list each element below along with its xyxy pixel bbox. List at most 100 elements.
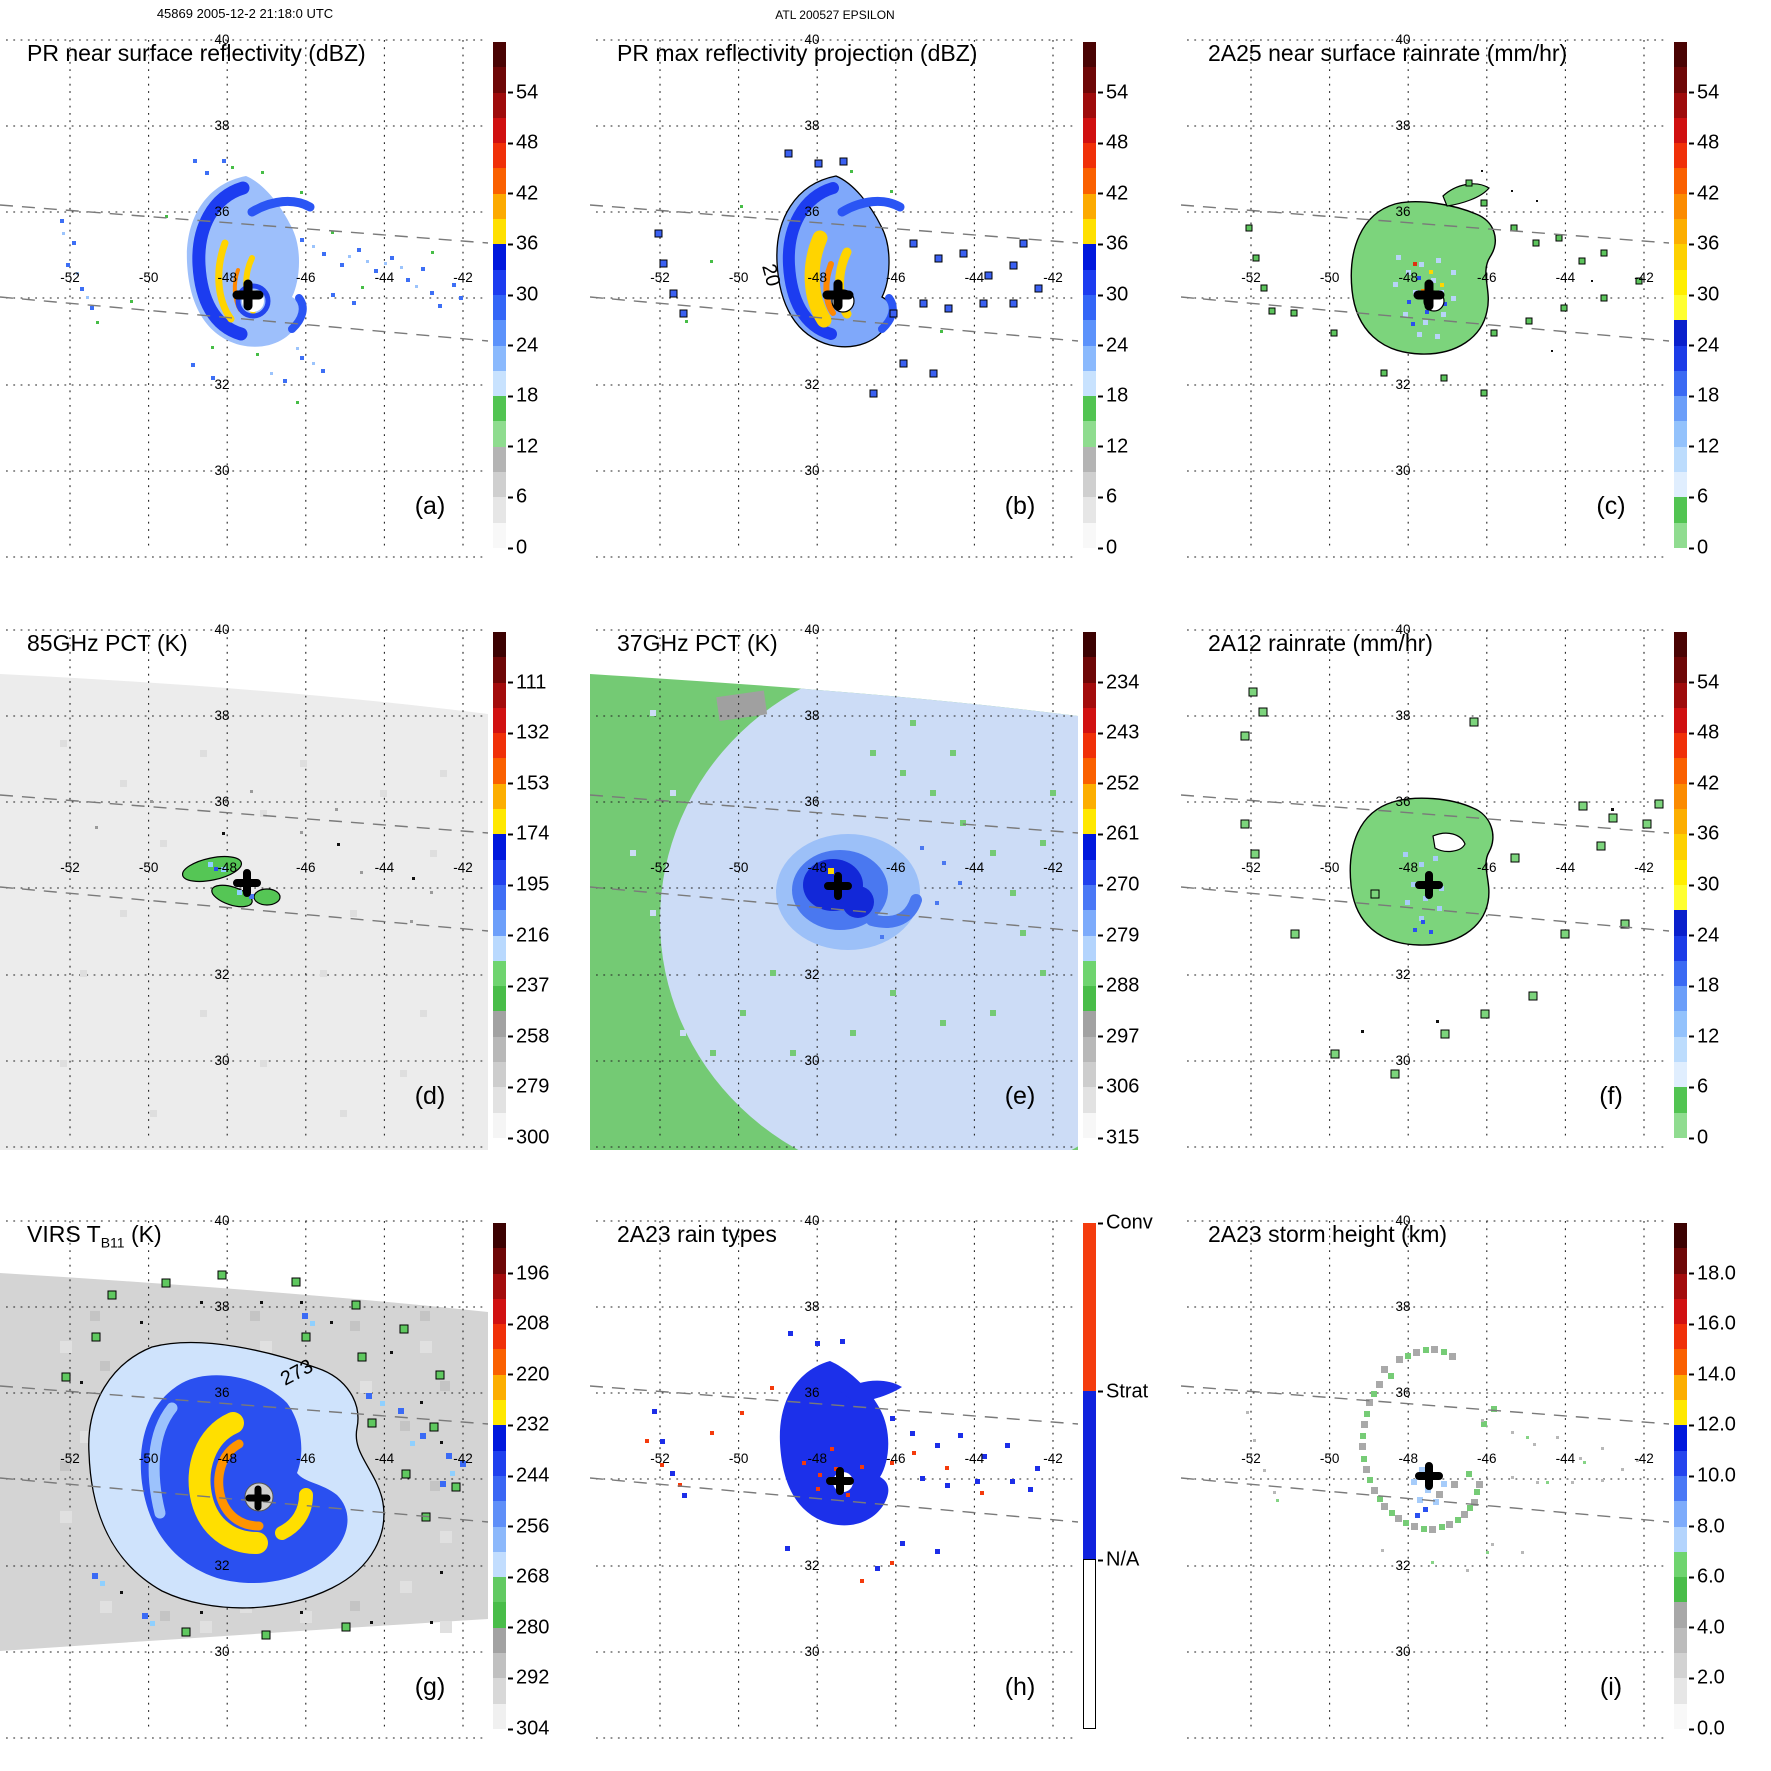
storm-pixel <box>150 1110 157 1117</box>
storm-pixel <box>150 800 153 803</box>
colorbar-segment <box>1674 269 1687 295</box>
colorbar-tick-label: 42 <box>1689 182 1719 205</box>
storm-pixel <box>1620 919 1630 929</box>
storm-pixel <box>300 831 303 834</box>
colorbar-segment <box>1083 1036 1096 1063</box>
storm-pixel <box>1591 280 1593 282</box>
storm-pixel <box>380 1401 385 1406</box>
panel-letter: (d) <box>414 1082 446 1110</box>
colorbar-segment <box>1674 1248 1687 1274</box>
colorbar-segment <box>493 92 506 118</box>
lon-label: -42 <box>453 270 473 285</box>
colorbar-segment <box>1083 859 1096 885</box>
lat-label: 38 <box>1395 708 1410 723</box>
lon-label: -44 <box>1556 860 1576 875</box>
storm-pixel <box>1361 1456 1367 1462</box>
colorbar-segment <box>1674 67 1687 93</box>
storm-pixel <box>160 840 167 847</box>
storm-pixel <box>401 1469 411 1479</box>
storm-pixel <box>930 790 936 796</box>
colorbar-tick-label: 54 <box>1098 81 1128 104</box>
colorbar-tick-label: 18 <box>1689 385 1719 408</box>
colorbar-segment <box>1674 1577 1687 1603</box>
storm-pixel <box>1443 302 1447 306</box>
lon-label: -48 <box>217 860 237 875</box>
colorbar-tick-label: 4.0 <box>1689 1616 1725 1639</box>
storm-pixel <box>312 245 315 248</box>
storm-pixel <box>1360 1433 1366 1439</box>
storm-pixel <box>66 263 70 267</box>
storm-pixel <box>200 1621 212 1633</box>
lat-label: 40 <box>804 32 819 47</box>
colorbar-segment <box>1083 193 1096 220</box>
storm-pixel <box>1491 1406 1497 1412</box>
lon-label: -52 <box>650 860 670 875</box>
colorbar-segment <box>1083 370 1096 397</box>
panel-letter: (i) <box>1599 1673 1623 1701</box>
storm-pixel <box>1419 262 1424 267</box>
storm-pixel <box>1273 1491 1276 1494</box>
panel-f: -52 -50 -48 -46 -44 -42 40 38 36 32 30 2A12 rainra… <box>1181 590 1771 1180</box>
colorbar-raintype <box>1083 1223 1096 1729</box>
lon-label: -52 <box>650 270 670 285</box>
colorbar-tick-label: 48 <box>1098 132 1128 155</box>
panel-title: 85GHz PCT (K) <box>27 630 188 656</box>
lat-label: 32 <box>214 1558 229 1573</box>
colorbar-segment <box>493 320 506 346</box>
storm-pixel <box>1020 930 1026 936</box>
storm-pixel <box>165 215 168 218</box>
lat-label: 40 <box>1395 622 1410 637</box>
storm-pixel <box>685 320 688 323</box>
panel-e: -52 -50 -48 -46 -44 -42 40 38 36 32 30 37GHz PCT (… <box>590 590 1180 1180</box>
storm-pixel <box>191 363 195 367</box>
storm-pixel <box>1423 1347 1429 1353</box>
storm-pixel <box>650 710 656 716</box>
storm-pixel <box>412 877 415 880</box>
storm-pixel <box>1363 1466 1370 1473</box>
colorbar-tick-label: 42 <box>1689 772 1719 795</box>
storm-pixel <box>130 300 133 303</box>
storm-pixel <box>1556 1436 1559 1439</box>
storm-pixel <box>217 1270 227 1280</box>
storm-pixel <box>880 935 884 939</box>
colorbar-segment <box>1674 193 1687 220</box>
storm-pixel <box>86 296 89 299</box>
storm-pixel <box>430 850 437 857</box>
colorbar-segment <box>1083 117 1096 144</box>
storm-pixel <box>330 1321 333 1324</box>
storm-pixel <box>360 1381 372 1393</box>
colorbar-segment <box>493 682 506 708</box>
colorbar-segment <box>493 1678 506 1704</box>
lat-label: 38 <box>804 708 819 723</box>
storm-pixel <box>1431 1346 1438 1353</box>
lon-label: -52 <box>650 1451 670 1466</box>
colorbar-tick-label: 153 <box>508 772 549 795</box>
storm-pixel <box>322 252 326 256</box>
colorbar-segment <box>1674 446 1687 473</box>
storm-pixel <box>420 1311 430 1321</box>
lon-label: -42 <box>453 860 473 875</box>
colorbar-segment <box>493 1551 506 1578</box>
storm-pixel <box>211 376 215 380</box>
storm-pixel <box>1642 819 1652 829</box>
colorbar-tick-label: 24 <box>1689 924 1719 947</box>
lon-label: -46 <box>296 1451 316 1466</box>
storm-pixel <box>205 171 209 175</box>
lat-label: 32 <box>1395 377 1410 392</box>
colorbar-segment <box>493 632 506 658</box>
storm-pixel <box>283 379 287 383</box>
panel-letter: (c) <box>1596 492 1626 520</box>
storm-pixel <box>850 170 853 173</box>
storm-pixel <box>451 1482 461 1492</box>
colorbar-segment <box>493 497 506 523</box>
lon-label: -52 <box>60 860 80 875</box>
colorbar-tick-label: 18 <box>1689 975 1719 998</box>
storm-pixel <box>1403 852 1408 857</box>
storm-pixel <box>160 1611 170 1621</box>
storm-pixel <box>1481 1421 1487 1427</box>
colorbar-segment <box>493 1526 506 1552</box>
map-a: -52 -50 -48 -46 -44 -42 40 38 36 32 30 <box>0 32 489 558</box>
storm-pixel <box>1474 1489 1480 1495</box>
lon-label: -44 <box>375 1451 395 1466</box>
swath-edge-line-1 <box>1181 1385 1670 1425</box>
